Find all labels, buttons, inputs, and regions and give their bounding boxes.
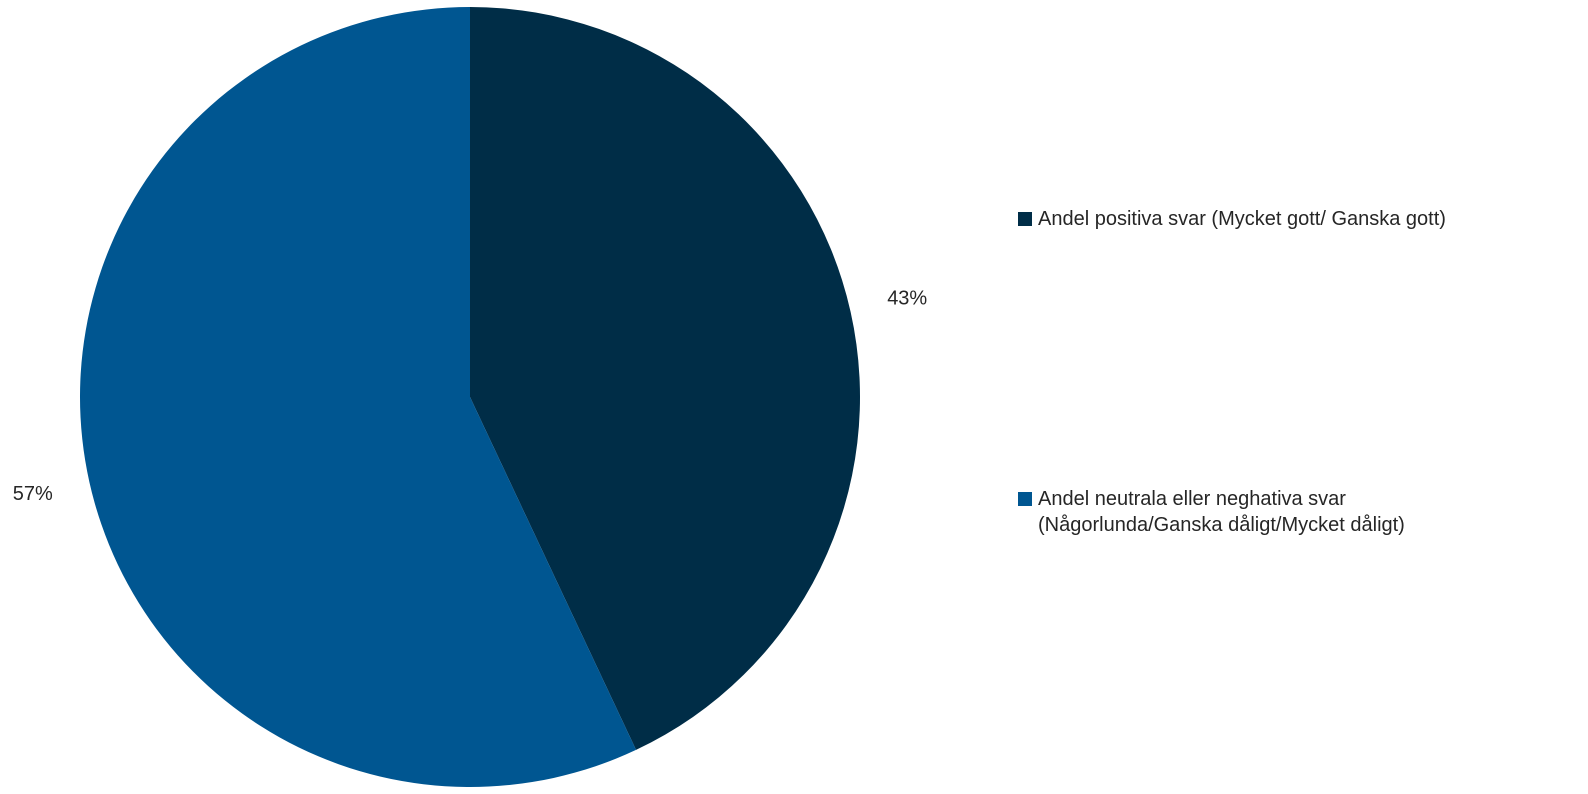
legend-swatch-positive bbox=[1018, 212, 1032, 226]
data-label-neutral-negative: 57% bbox=[13, 483, 53, 505]
legend-label-neutral-negative: Andel neutrala eller neghativa svar (Någ… bbox=[1038, 488, 1405, 536]
legend-swatch-neutral-negative bbox=[1018, 492, 1032, 506]
data-label-positive: 43% bbox=[887, 288, 927, 310]
pie-slice-neutral-negative bbox=[79, 7, 637, 787]
legend: Andel positiva svar (Mycket gott/ Ganska… bbox=[1018, 0, 1578, 794]
pie-slice-positive bbox=[470, 7, 860, 750]
legend-item-neutral-negative: Andel neutrala eller neghativa svar (Någ… bbox=[1018, 486, 1405, 538]
legend-item-positive: Andel positiva svar (Mycket gott/ Ganska… bbox=[1018, 206, 1446, 232]
legend-label-positive: Andel positiva svar (Mycket gott/ Ganska… bbox=[1038, 208, 1446, 230]
